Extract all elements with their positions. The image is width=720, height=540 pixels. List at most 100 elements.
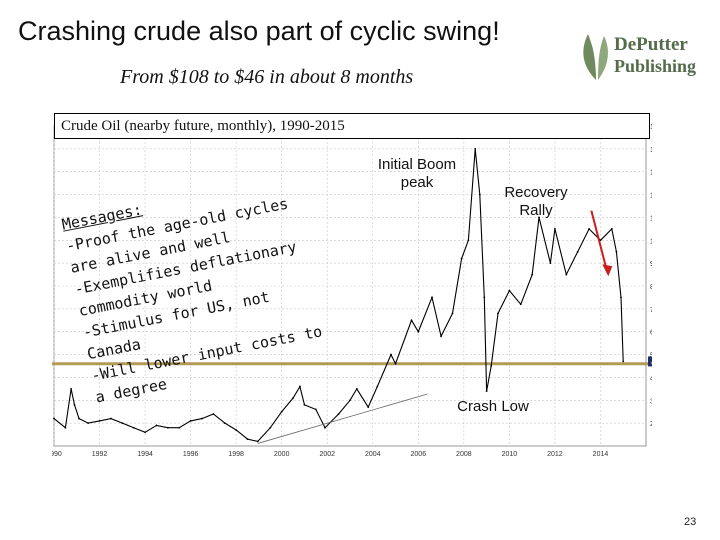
price-point (538, 216, 540, 219)
y-tick-label: 90.00 (650, 261, 652, 268)
logo-line1: DePutter (614, 34, 688, 55)
chart-title: Crude Oil (nearby future, monthly), 1990… (61, 118, 345, 134)
y-tick-label: 60.00 (650, 330, 652, 337)
publisher-logo: DePutter Publishing (576, 30, 706, 82)
price-point (292, 397, 294, 399)
x-tick-label: 2010 (502, 451, 518, 456)
y-tick-label: 150.00 (650, 124, 652, 131)
annotation-crash-low: Crash Low (457, 398, 529, 415)
price-point (490, 365, 493, 367)
price-point (73, 403, 76, 406)
price-point (394, 362, 397, 365)
price-point (376, 385, 379, 388)
price-point (166, 426, 169, 429)
price-point (314, 408, 317, 411)
y-tick-label: 140.00 (650, 147, 652, 154)
x-tick-label: 1998 (228, 451, 244, 456)
price-point (417, 330, 420, 333)
price-point (280, 410, 283, 413)
price-point (460, 257, 463, 260)
price-point (620, 296, 622, 299)
price-point (622, 360, 625, 363)
price-point (440, 335, 442, 338)
price-point (431, 296, 433, 299)
price-point (53, 417, 55, 420)
y-tick-label: 110.00 (650, 215, 652, 222)
price-point (256, 440, 259, 443)
price-point (70, 387, 72, 390)
chart-canvas: 150.00 140.00 130.00 120.00 110.00 100.00 90.0… (46, 124, 678, 458)
price-point (565, 273, 568, 276)
annotation-recovery-rally: Recovery Rally (504, 184, 568, 219)
x-tick-label: 2006 (411, 451, 427, 456)
price-point (110, 417, 112, 420)
price-point (269, 426, 272, 429)
price-point (87, 422, 90, 425)
x-tick-label: 2014 (593, 451, 609, 456)
logo-line2: Publishing (614, 56, 697, 76)
price-point (121, 422, 124, 425)
price-point (497, 312, 499, 315)
x-tick-label: 2002 (319, 451, 335, 456)
price-point (508, 289, 511, 292)
annotation-initial-boom-peak: Initial Boom peak (377, 156, 457, 191)
price-point (132, 426, 135, 429)
price-line (53, 148, 624, 443)
price-point (303, 403, 306, 406)
y-tick-label: 30.00 (650, 398, 652, 405)
price-point (349, 399, 351, 402)
price-point (478, 193, 481, 196)
y-tick-label: 100.00 (650, 238, 652, 245)
x-tick-label: 1994 (137, 451, 153, 456)
price-point (212, 413, 215, 415)
price-point (483, 296, 486, 299)
price-point (467, 239, 470, 242)
slide-subtitle: From $108 to $46 in about 8 months (120, 66, 414, 88)
x-tick-label: 1992 (92, 451, 108, 456)
price-point (474, 147, 477, 150)
price-point (588, 227, 590, 230)
x-tick-label: 1996 (183, 451, 199, 456)
y-tick-label: 70.00 (650, 307, 652, 314)
current-value-label: 47.45 (651, 359, 652, 366)
price-point (576, 250, 579, 253)
y-tick-label: 130.00 (650, 170, 652, 177)
price-point (531, 273, 534, 276)
price-point (144, 431, 146, 434)
y-tick-label: 120.00 (650, 193, 652, 200)
price-point (246, 438, 249, 441)
price-point (390, 353, 392, 356)
price-point (324, 426, 326, 429)
price-point (355, 387, 358, 390)
price-point (201, 417, 203, 420)
price-point (549, 262, 552, 265)
x-tick-label: 1990 (52, 451, 62, 456)
price-point (615, 250, 618, 253)
price-point (519, 303, 522, 306)
price-point (410, 319, 413, 322)
x-tick-label: 2008 (456, 451, 472, 456)
price-point (155, 424, 158, 427)
price-point (178, 426, 181, 429)
decline-arrowhead (602, 264, 613, 277)
slide-title: Crashing crude also part of cyclic swing… (18, 16, 500, 46)
decline-arrow (590, 210, 609, 273)
price-point (337, 413, 340, 415)
chart-title-box: Crude Oil (nearby future, monthly), 1990… (54, 113, 650, 139)
price-point (78, 417, 80, 420)
price-point (64, 426, 67, 429)
price-point (610, 227, 613, 230)
y-tick-label: 40.00 (650, 375, 652, 382)
price-point (299, 385, 301, 388)
y-tick-label: 80.00 (650, 284, 652, 291)
price-point (223, 422, 226, 425)
x-tick-label: 2004 (365, 451, 381, 456)
price-point (235, 429, 238, 431)
price-point (554, 227, 556, 230)
x-tick-label: 2012 (547, 451, 563, 456)
leaf-icon (583, 34, 608, 81)
page-number: 23 (684, 516, 697, 528)
price-point (485, 390, 488, 393)
price-point (98, 419, 101, 422)
price-point (189, 419, 192, 422)
